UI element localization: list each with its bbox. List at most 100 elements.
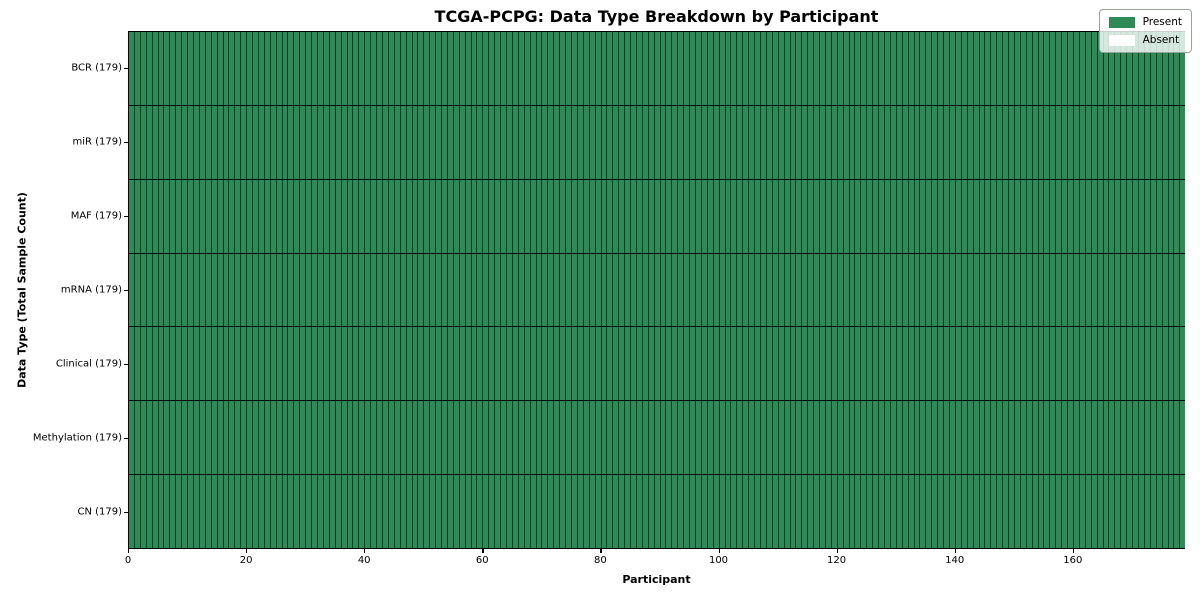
heatmap-cell (235, 401, 242, 475)
heatmap-cell (146, 475, 153, 549)
heatmap-cell (1026, 401, 1033, 475)
heatmap-cell (1097, 327, 1104, 401)
heatmap-cell (1162, 327, 1169, 401)
heatmap-cell (577, 105, 584, 179)
heatmap-cell (465, 253, 472, 327)
heatmap-cell (359, 32, 366, 105)
heatmap-cell (737, 253, 744, 327)
heatmap-cell (790, 105, 797, 179)
heatmap-cell (217, 32, 224, 105)
heatmap-cell (1156, 253, 1163, 327)
heatmap-cell (453, 327, 460, 401)
heatmap-cell (589, 327, 596, 401)
heatmap-cell (1150, 401, 1157, 475)
heatmap-cell (512, 32, 519, 105)
heatmap-cell (949, 32, 956, 105)
heatmap-cell (820, 32, 826, 105)
heatmap-cell (701, 105, 708, 179)
heatmap-cell (849, 327, 856, 401)
x-axis-ticks: 0 20 40 60 80 100 120 140 160 (125, 549, 1185, 575)
heatmap-cell (182, 327, 189, 401)
heatmap-cell (465, 327, 472, 401)
heatmap-cell (353, 327, 360, 401)
y-tick-mark (124, 364, 128, 366)
heatmap-cell (258, 253, 265, 327)
x-tick-mark (600, 549, 602, 553)
x-tick-mark (128, 549, 130, 553)
heatmap-cell (595, 327, 602, 401)
heatmap-cell (849, 32, 856, 105)
heatmap-cell (388, 401, 395, 475)
heatmap-row-methylation (129, 401, 1186, 476)
heatmap-cell (318, 401, 324, 475)
heatmap-cell (1138, 475, 1145, 549)
heatmap-cell (276, 475, 283, 549)
heatmap-cell (371, 401, 378, 475)
heatmap-cell (749, 475, 756, 549)
heatmap-cell (648, 105, 655, 179)
heatmap-cell (731, 32, 738, 105)
heatmap-cell (199, 327, 206, 401)
heatmap-cell (1003, 105, 1010, 179)
heatmap-cell (294, 327, 301, 401)
heatmap-cell (365, 475, 372, 549)
heatmap-cell (648, 32, 655, 105)
heatmap-cell (1074, 475, 1080, 549)
heatmap-cell (666, 32, 673, 105)
heatmap-cell (631, 105, 637, 179)
heatmap-cell (967, 32, 974, 105)
heatmap-cell (885, 32, 891, 105)
heatmap-cell (1115, 253, 1122, 327)
heatmap-cell (979, 475, 986, 549)
heatmap-cell (1150, 179, 1157, 253)
heatmap-cell (755, 32, 761, 105)
legend-entry-present: Present (1108, 16, 1182, 28)
heatmap-cell (755, 327, 761, 401)
heatmap-cell (749, 327, 756, 401)
heatmap-cell (377, 327, 383, 401)
heatmap-cell (790, 475, 797, 549)
heatmap-cell (1020, 327, 1027, 401)
heatmap-cell (353, 401, 360, 475)
heatmap-cell (170, 475, 177, 549)
heatmap-cell (879, 475, 885, 549)
heatmap-cell (477, 32, 484, 105)
heatmap-cell (294, 32, 301, 105)
heatmap-cell (938, 327, 945, 401)
heatmap-cell (158, 475, 165, 549)
heatmap-cell (772, 401, 779, 475)
heatmap-cell (1085, 327, 1092, 401)
heatmap-cell (560, 475, 567, 549)
heatmap-cell (690, 327, 696, 401)
heatmap-cell (967, 105, 974, 179)
heatmap-cell (601, 179, 608, 253)
heatmap-cell (412, 253, 419, 327)
heatmap-cell (997, 179, 1004, 253)
heatmap-cell (170, 105, 177, 179)
heatmap-cell (938, 179, 945, 253)
heatmap-cell (258, 32, 265, 105)
heatmap-cell (914, 105, 921, 179)
heatmap-cell (701, 401, 708, 475)
heatmap-cell (648, 179, 655, 253)
heatmap-cell (949, 401, 956, 475)
heatmap-cell (170, 327, 177, 401)
heatmap-cell (471, 105, 478, 179)
heatmap-cell (1103, 475, 1110, 549)
heatmap-cell (1103, 179, 1110, 253)
heatmap-cell (542, 253, 549, 327)
heatmap-cell (690, 105, 696, 179)
heatmap-cell (229, 179, 236, 253)
heatmap-cell (867, 32, 874, 105)
heatmap-cell (377, 401, 383, 475)
heatmap-cell (394, 253, 401, 327)
heatmap-cell (394, 327, 401, 401)
heatmap-cell (300, 327, 307, 401)
heatmap-cell (188, 475, 194, 549)
heatmap-cell (666, 475, 673, 549)
heatmap-cell (713, 253, 720, 327)
heatmap-cell (843, 327, 850, 401)
heatmap-cell (412, 105, 419, 179)
heatmap-cell (831, 105, 838, 179)
heatmap-cell (134, 32, 141, 105)
